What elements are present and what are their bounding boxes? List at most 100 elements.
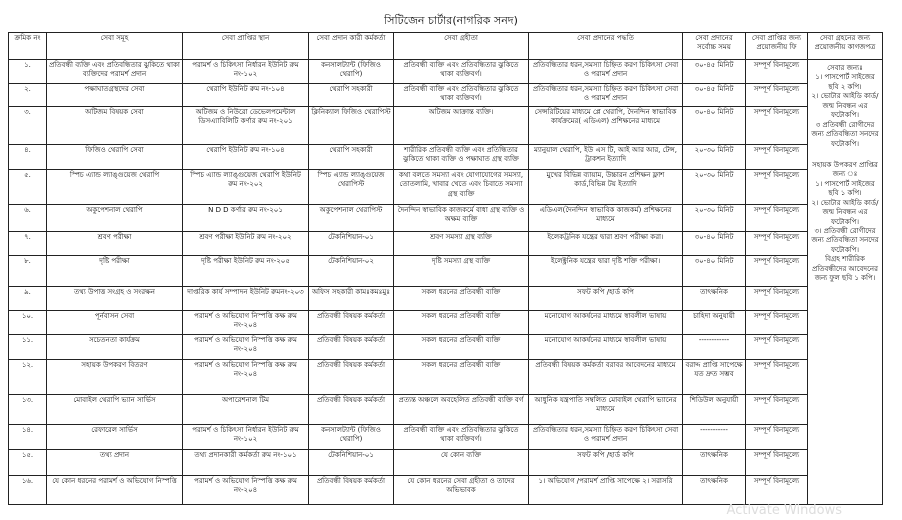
cell-fee: সম্পূর্ণ বিনামূল্যে [745,286,808,311]
cell-no: ১০. [8,310,47,335]
cell-place: পরামর্শ ও অভিযোগ নিস্পত্তি কক্ষ রুম নং-২… [182,475,309,505]
cell-method: প্রতিবন্ধী বিষয়ক কর্মকর্তা বরাবর আবেদনে… [528,359,683,395]
cell-no: ৬. [8,204,47,232]
cell-service: ফিজিও থেরাপি সেবা [46,144,183,170]
cell-fee: সম্পূর্ণ বিনামূল্যে [745,424,808,450]
cell-time: ২০-৩০ মিনিট [682,169,746,205]
cell-fee: সম্পূর্ণ বিনামূল্যে [745,59,808,84]
table-row: ৭. শ্রবণ পরীক্ষা শ্রবণ পরীক্ষা ইউনিট রুম ন… [8,231,883,256]
cell-place: স্পিচ এ্যান্ড ল্যাঙ্গুয়েজ থেরাপি ইউনিট … [182,169,309,205]
cell-service: যে কোন ধরনের পরামর্শ ও অভিযোগ নিস্পত্তি [46,475,183,505]
cell-recipient: সকল ধরনের প্রতিবন্ধী ব্যক্তি [393,286,529,311]
cell-time: ------------ [682,334,746,360]
cell-place: অটিজম ও নিউরো ডেভেলপমেন্টাল ডিসএ্যাবিলিট… [182,106,309,145]
cell-fee: সম্পূর্ণ বিনামূল্যে [745,310,808,335]
page-title: সিটিজেন চার্টার(নাগরিক সনদ) [384,14,518,27]
cell-place: দৃষ্টি পরীক্ষা ইউনিট রুম নং-২০৫ [182,255,309,287]
cell-fee: সম্পূর্ণ বিনামূল্যে [745,231,808,256]
cell-method: ১। অভিযোগ /পরামর্শ প্রাপ্তি সাপেক্ষে ২। … [528,475,683,505]
cell-place: N D D কর্ণার রুম নং-২০১ [182,204,309,232]
cell-no: ৯. [8,286,47,311]
cell-recipient: সকল ধরনের প্রতিবন্ধী ব্যক্তি [393,334,529,360]
cell-officer: ক্লিনিক্যাল ফিজিও থেরাপিস্ট [308,106,394,145]
cell-time: তাৎক্ষনিক [682,475,746,505]
cell-fee: সম্পূর্ণ বিনামূল্যে [745,144,808,170]
document-line: ৩ প্রতিবন্ধী রোগীদের জন্য প্রতিবন্ধিতা স… [811,120,879,148]
header-documents: সেবা গ্রহনের জন্য প্রয়োজনীয় কাগজপত্র [807,32,883,60]
cell-method: প্রতিবন্ধিতার ধরন,সমস্যা চিহ্নিত করণ চিক… [528,424,683,450]
cell-fee: সম্পূর্ণ বিনামূল্যে [745,83,808,107]
header-place: সেবা প্রাপ্তির স্থান [182,32,309,60]
cell-place: থেরাপি ইউনিট রুম নং-১০৪ [182,144,309,170]
cell-no: ৪. [8,144,47,170]
table-row: ২. পক্ষাঘাতগ্রস্থদের সেবা থেরাপি ইউনিট রুম… [8,83,883,107]
cell-officer: অফিস সহকারী কামঃকমঃমুঃ [308,286,394,311]
cell-no: ১৪. [8,424,47,450]
cell-fee: সম্পূর্ণ বিনামূল্যে [745,449,808,476]
document-line: ২। ভোটার আইডি কার্ড/জন্ম নিবন্ধন এর ফটোক… [811,198,879,226]
cell-time: ----------- [682,424,746,450]
table-row: ৪. ফিজিও থেরাপি সেবা থেরাপি ইউনিট রুম নং-১… [8,144,883,170]
table-row: ৩. অটিজম বিষয়ক সেবা অটিজম ও নিউরো ডেভেলপম… [8,106,883,145]
cell-fee: সম্পূর্ণ বিনামূল্যে [745,106,808,145]
cell-officer: প্রতিবন্ধী বিষয়ক কর্মকর্তা [308,475,394,505]
cell-time: ৩০-৪০ মিনিট [682,255,746,287]
watermark: Activate Windows [726,503,842,518]
cell-method: প্রতিবন্ধিতার ধরন,সমস্যা চিহ্নিত করণ চিক… [528,59,683,84]
cell-service: পক্ষাঘাতগ্রস্থদের সেবা [46,83,183,107]
document-line: সহায়ক উপকরণ প্রাপ্তির জন্য ঃ [812,160,878,179]
cell-no: ৫. [8,169,47,205]
cell-fee: সম্পূর্ণ বিনামূল্যে [745,255,808,287]
table-row: ৬. অকুপেশনাল থেরাপি N D D কর্ণার রুম নং-২০… [8,204,883,232]
cell-place: পরামর্শ ও অভিযোগ নিস্পত্তি কক্ষ রুম নং-২… [182,359,309,395]
cell-method: আধুনিক যন্ত্রপাতি সম্বলিত মোবাইল থেরাপি … [528,394,683,425]
cell-service: মোবাইল থেরাপি ভ্যান সার্ভিস [46,394,183,425]
cell-no: ৭. [8,231,47,256]
document-line: ১। পাসপোর্ট সাইজের ছবি ২ কপি। [815,73,875,91]
cell-service: পূর্নবাসন সেবা [46,310,183,335]
table-row: ১৫. তথ্য প্রদান তথ্য প্রদানকারী কর্মকর্তা … [8,449,883,476]
cell-time: ৩০-৪০ মিনিট [682,106,746,145]
cell-officer: কনসালট্যান্ট (ফিজিও থেরাপি) [308,424,394,450]
header-service: সেবা সমূহ [46,32,183,60]
cell-time: ৩০-৪৫ মিনিট [682,59,746,84]
header-time: সেবা প্রদানের সর্বোচ্চ সময় [682,32,746,60]
cell-method: মনোযোগ আকর্ষনের মাধ্যমে স্বাবলীল ভাষায় [528,310,683,335]
cell-method: ইলেক্ট্রনিক যন্ত্রের দ্বারা দৃষ্টি শক্তি… [528,255,683,287]
cell-officer: টেকনিশিয়ান-০১ [308,449,394,476]
cell-recipient: সকল ধরনের প্রতিবন্ধী ব্যক্তি [393,359,529,395]
cell-place: পরামর্শ ও চিকিৎসা নির্ধারন ইউনিট রুম নং-… [182,424,309,450]
cell-officer: টেকনিশিয়ান-০১ [308,231,394,256]
cell-recipient: প্রতিবন্ধী ব্যক্তি এবং প্রতিবন্ধিতার ঝুক… [393,424,529,450]
cell-no: ১. [8,59,47,84]
cell-no: ১১. [8,334,47,360]
table-row: ১. প্রতিবন্ধী ব্যক্তি এবং প্রতিবন্ধিতার ঝ… [8,59,883,505]
table-row: ১১. সচেতনতা কার্যক্রম পরামর্শ ও অভিযোগ নিস… [8,334,883,360]
header-fee: সেবা প্রাপ্তির জন্য প্রয়োজনীয় ফি [745,32,808,60]
cell-recipient: অটিজম আক্রান্ত ব্যক্তি। [393,106,529,145]
document-line: ৩। প্রতিবন্ধী রোগীদের জন্য প্রতিবন্ধিতা … [811,227,879,254]
cell-place: পরামর্শ ও অভিযোগ নিস্পত্তি কক্ষ রুম নং-২… [182,310,309,335]
cell-service: প্রতিবন্ধী ব্যক্তি এবং প্রতিবন্ধিতার ঝুক… [46,59,183,84]
cell-service: দৃষ্টি পরীক্ষা [46,255,183,287]
cell-method: মনোযোগ আকর্ষনের মাধ্যমে স্বাবলীল ভাষায় [528,334,683,360]
cell-time: তাৎক্ষনিক [682,286,746,311]
cell-fee: সম্পূর্ণ বিনামূল্যে [745,475,808,505]
cell-method: সেন্সরিটিয়ের মাধ্যমে প্লে থেরাপি, দৈনন্… [528,106,683,145]
header-serial: ক্রমিক নং [8,32,47,60]
cell-fee: সম্পূর্ণ বিনামূল্যে [745,169,808,205]
table-row: ১২. সহায়ক উপকরণ বিতরণ পরামর্শ ও অভিযোগ নি… [8,359,883,395]
header-row: ক্রমিক নং সেবা সমূহ সেবা প্রাপ্তির স্থান… [8,32,883,60]
cell-method: প্রতিবন্ধিতার ধরন,সমস্যা চিহ্নিত করণ চিক… [528,83,683,107]
cell-no: ২. [8,83,47,107]
document-line: সেবার জন্যঃ [827,64,863,72]
cell-place: থেরাপি ইউনিট রুম নং-১০৪ [182,83,309,107]
cell-fee: সম্পূর্ণ বিনামূল্যে [745,359,808,395]
header-officer: সেবা প্রদান কারী কর্মকর্তা [308,32,394,60]
cell-officer: কনসালট্যান্ট (ফিজিও থেরাপি) [308,59,394,84]
document-line: বিগ্রহ শারীরিক প্রতিবন্ধীদের আবেদনের জন্… [812,255,878,283]
cell-place: দাপ্তরিক কার্য সম্পাদন ইউনিট রুমনং-২০৩ [182,286,309,311]
cell-service: অটিজম বিষয়ক সেবা [46,106,183,145]
cell-fee: সম্পূর্ণ বিনামূল্যে [745,204,808,232]
cell-method: মুখের বিভিন্ন ব্যায়াম, উচ্চারন প্রশিক্ষ… [528,169,683,205]
